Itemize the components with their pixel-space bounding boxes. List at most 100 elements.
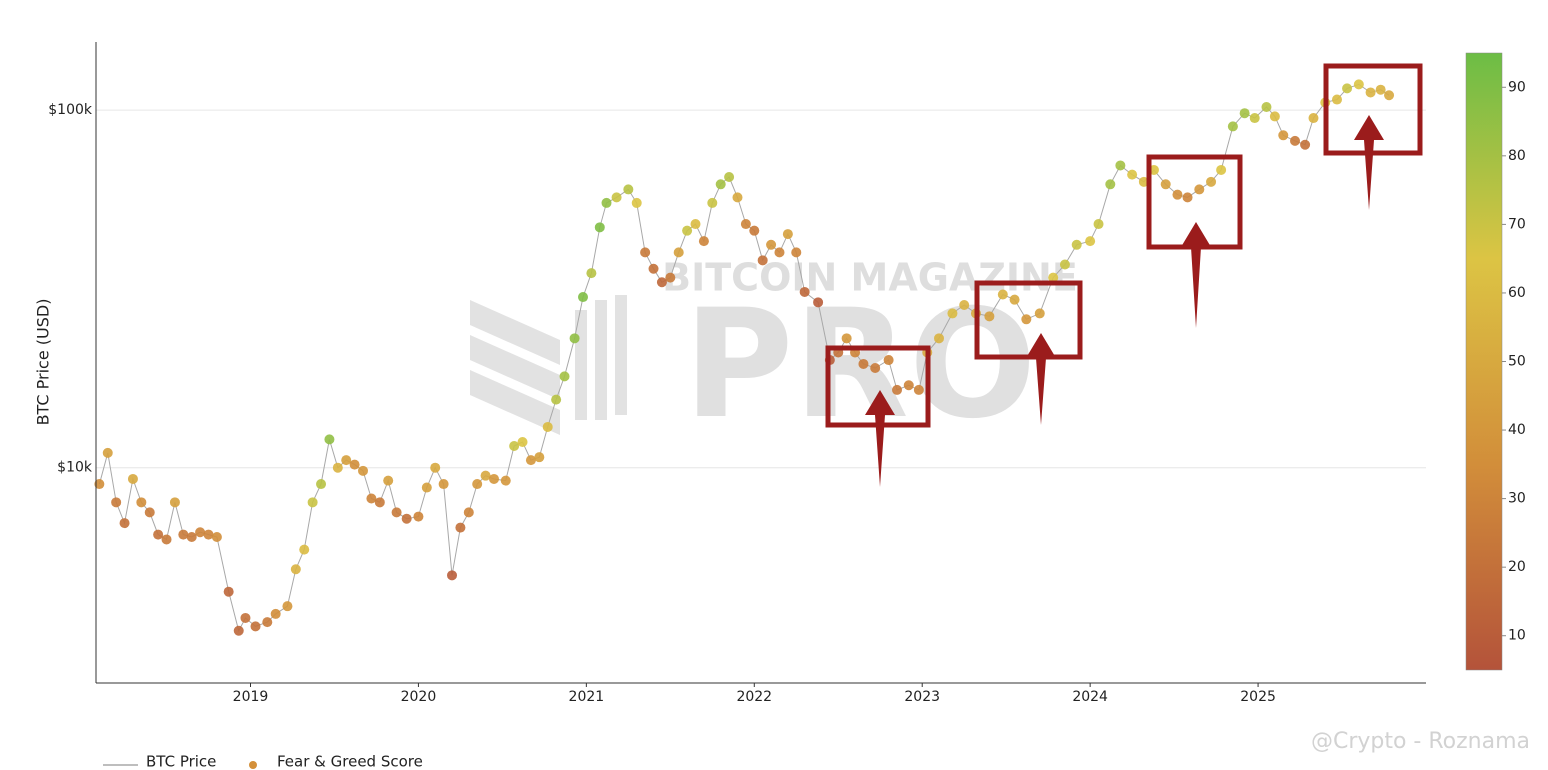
score-point xyxy=(569,333,580,344)
score-point xyxy=(1269,111,1280,122)
score-point xyxy=(766,239,777,250)
colorbar-tick-label: 90 xyxy=(1508,79,1526,95)
colorbar-tick-label: 30 xyxy=(1508,491,1526,507)
score-point xyxy=(623,184,634,195)
score-point xyxy=(813,297,824,308)
watermark-logo xyxy=(470,295,627,435)
score-point xyxy=(749,225,760,236)
score-point xyxy=(1261,101,1272,112)
score-point xyxy=(903,380,914,391)
score-point xyxy=(94,479,105,490)
score-point xyxy=(178,529,189,540)
score-point xyxy=(1239,108,1250,119)
legend-swatch xyxy=(249,761,257,769)
score-point xyxy=(1290,135,1301,146)
score-point xyxy=(455,522,466,533)
plot-area xyxy=(94,79,1426,636)
score-point xyxy=(421,482,432,493)
score-point xyxy=(682,225,693,236)
credit: @Crypto - Roznama xyxy=(1311,729,1530,754)
x-tick-label: 2019 xyxy=(233,689,269,705)
score-point xyxy=(299,544,310,555)
score-point xyxy=(500,475,511,486)
score-point xyxy=(438,479,449,490)
score-point xyxy=(195,527,206,538)
score-point xyxy=(913,384,924,395)
score-point xyxy=(534,452,545,463)
score-point xyxy=(858,358,869,369)
score-point xyxy=(250,621,261,632)
score-point xyxy=(102,447,113,458)
x-tick-label: 2020 xyxy=(401,689,437,705)
score-point xyxy=(332,462,343,473)
annotations xyxy=(865,115,1384,487)
score-point xyxy=(577,292,588,303)
score-point xyxy=(640,247,651,258)
score-point xyxy=(947,308,958,319)
score-point xyxy=(341,455,352,466)
y-tick-label: $10k xyxy=(57,460,93,476)
score-point xyxy=(1059,259,1070,270)
score-point xyxy=(707,197,718,208)
score-point xyxy=(1249,113,1260,124)
score-point xyxy=(791,247,802,258)
score-point xyxy=(883,355,894,366)
score-point xyxy=(1021,314,1032,325)
score-point xyxy=(715,179,726,190)
colorbar-tick-label: 60 xyxy=(1508,285,1526,301)
score-point xyxy=(430,462,441,473)
score-point xyxy=(1138,176,1149,187)
score-point xyxy=(517,436,528,447)
legend-label: Fear & Greed Score xyxy=(277,753,423,770)
score-point xyxy=(774,247,785,258)
score-point xyxy=(472,479,483,490)
score-point xyxy=(270,608,281,619)
score-point xyxy=(186,532,197,543)
score-point xyxy=(223,586,234,597)
x-tick-label: 2024 xyxy=(1072,689,1108,705)
colorbar xyxy=(1465,52,1503,671)
arrow xyxy=(1354,115,1384,210)
score-point xyxy=(153,529,164,540)
score-point xyxy=(1172,189,1183,200)
score-point xyxy=(1009,294,1020,305)
score-point xyxy=(262,617,273,628)
score-point xyxy=(1278,130,1289,141)
arrow xyxy=(1026,333,1056,425)
score-point xyxy=(1085,236,1096,247)
score-point xyxy=(316,479,327,490)
score-point xyxy=(480,470,491,481)
score-point xyxy=(1093,219,1104,230)
score-point xyxy=(1105,179,1116,190)
score-point xyxy=(391,507,402,518)
colorbar-tick-label: 80 xyxy=(1508,148,1526,164)
score-point xyxy=(732,192,743,203)
score-point xyxy=(1216,164,1227,175)
score-point xyxy=(594,222,605,233)
colorbar-tick-label: 70 xyxy=(1508,216,1526,232)
score-point xyxy=(782,229,793,240)
score-point xyxy=(161,534,172,545)
score-point xyxy=(1160,179,1171,190)
score-point xyxy=(119,518,130,529)
score-point xyxy=(690,219,701,230)
score-point xyxy=(673,247,684,258)
score-point xyxy=(488,473,499,484)
colorbar-tick-label: 50 xyxy=(1508,354,1526,370)
score-point xyxy=(984,311,995,322)
score-point xyxy=(127,473,138,484)
score-point xyxy=(447,570,458,581)
score-point xyxy=(1342,83,1353,94)
score-point xyxy=(111,497,122,508)
score-point xyxy=(724,171,735,182)
score-point xyxy=(136,497,147,508)
score-point xyxy=(611,192,622,203)
score-point xyxy=(1384,90,1395,101)
score-point xyxy=(1127,169,1138,180)
score-point xyxy=(551,394,562,405)
score-point xyxy=(559,371,570,382)
score-point xyxy=(934,333,945,344)
score-point xyxy=(290,564,301,575)
score-point xyxy=(1227,121,1238,132)
